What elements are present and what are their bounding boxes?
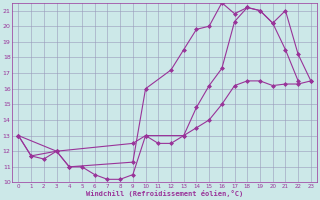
X-axis label: Windchill (Refroidissement éolien,°C): Windchill (Refroidissement éolien,°C) (86, 190, 243, 197)
